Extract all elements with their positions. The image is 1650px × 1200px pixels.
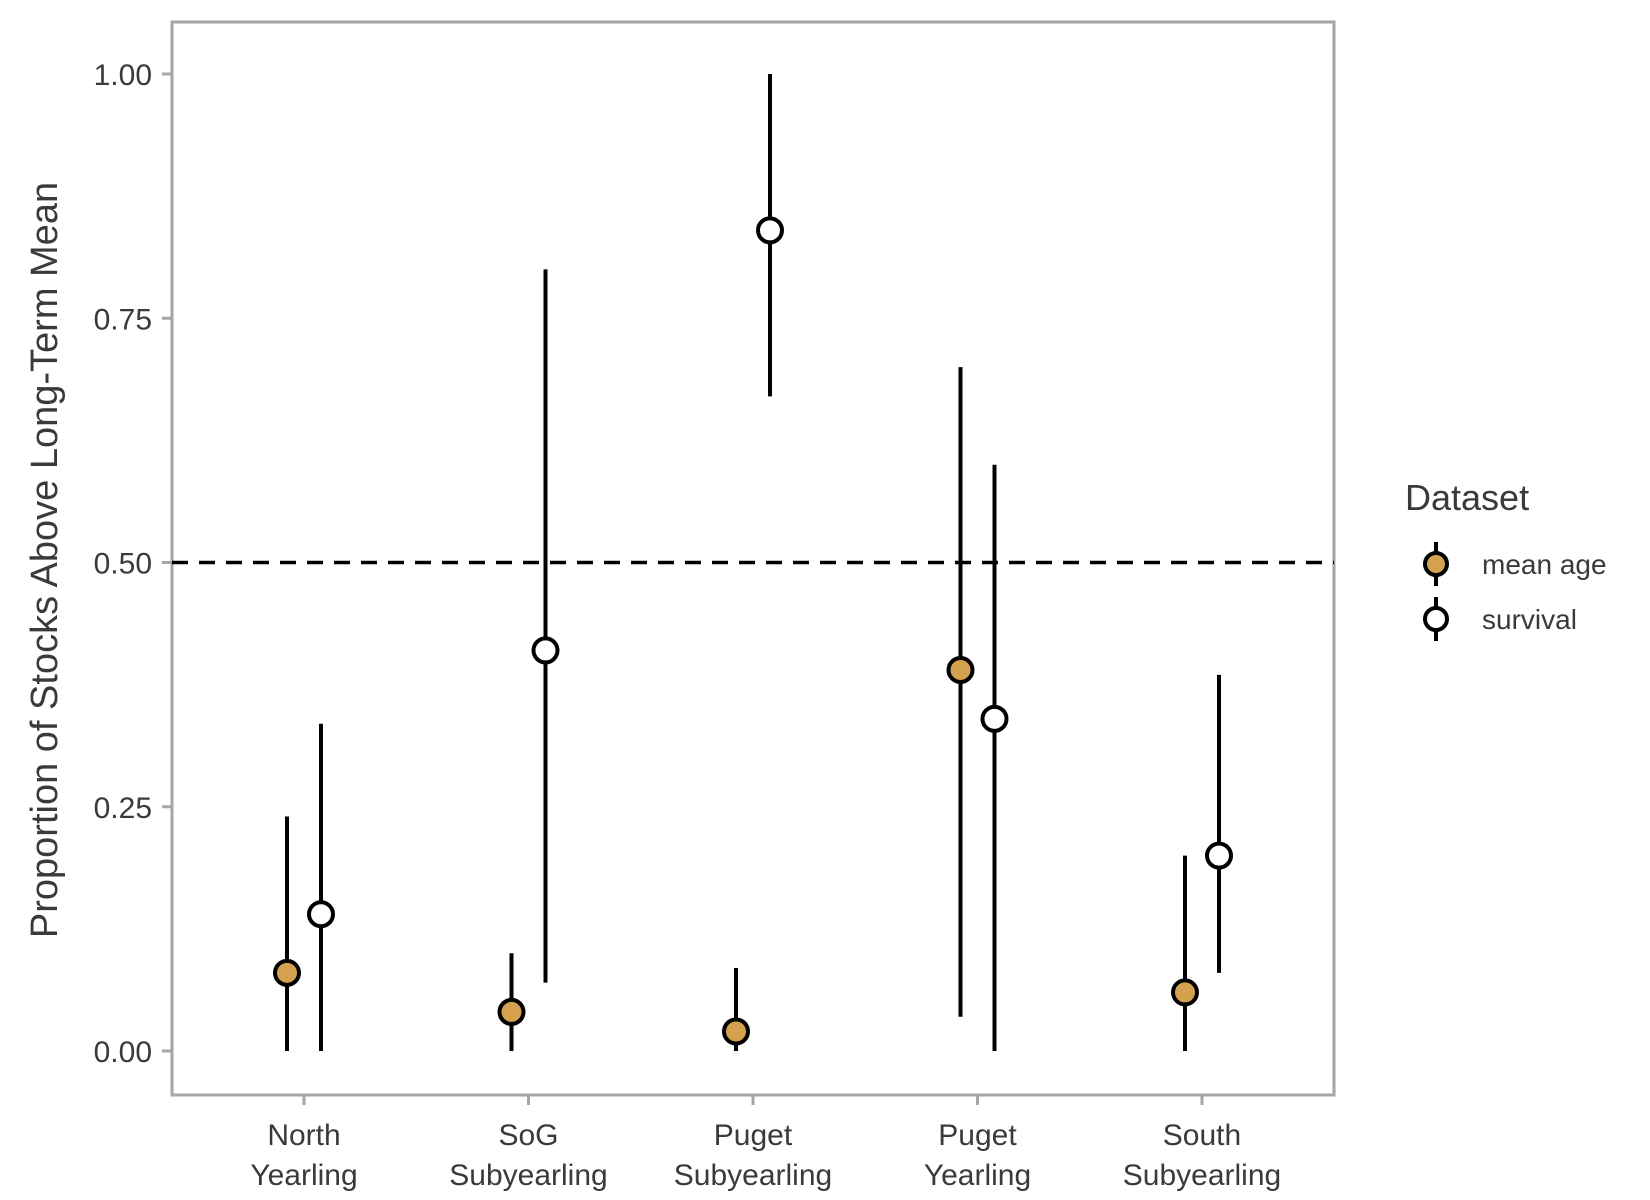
point-survival xyxy=(756,216,784,245)
x-tick-label: Subyearling xyxy=(449,1159,607,1192)
y-tick-label: 1.00 xyxy=(94,59,152,92)
y-tick-label: 0.00 xyxy=(94,1036,152,1069)
x-tick-label: Subyearling xyxy=(1123,1159,1281,1192)
legend-title: Dataset xyxy=(1405,477,1529,518)
legend: Dataset mean age survival xyxy=(1405,477,1607,641)
x-axis: North Yearling SoG Subyearling Puget Subyearl… xyxy=(250,1095,1281,1192)
point-survival xyxy=(307,900,335,929)
y-tick-label: 0.25 xyxy=(94,792,152,825)
data-marks xyxy=(273,74,1233,1051)
point-survival xyxy=(1205,841,1233,870)
point-mean-age xyxy=(1171,978,1199,1007)
legend-label-survival: survival xyxy=(1482,604,1577,635)
point-mean-age xyxy=(273,958,301,987)
point-survival xyxy=(531,636,560,665)
x-tick-label: South xyxy=(1163,1119,1241,1152)
x-tick-label: Subyearling xyxy=(674,1159,832,1192)
y-axis-title: Proportion of Stocks Above Long-Term Mea… xyxy=(24,182,66,938)
legend-key-survival xyxy=(1423,606,1449,632)
y-tick-label: 0.75 xyxy=(94,303,152,336)
x-tick-label: SoG xyxy=(498,1119,558,1152)
x-tick-label: Yearling xyxy=(924,1159,1031,1192)
point-mean-age xyxy=(497,997,526,1026)
point-mean-age xyxy=(722,1017,750,1046)
y-tick-label: 0.50 xyxy=(94,548,152,581)
legend-label-mean-age: mean age xyxy=(1482,549,1607,580)
y-axis: 0.00 0.25 0.50 0.75 1.00 xyxy=(94,59,172,1069)
x-tick-label: North xyxy=(267,1119,340,1152)
point-survival xyxy=(980,704,1009,733)
x-tick-label: Puget xyxy=(938,1119,1017,1152)
panel-border xyxy=(170,20,1336,1097)
x-tick-label: Puget xyxy=(714,1119,793,1152)
x-tick-label: Yearling xyxy=(250,1159,357,1192)
point-mean-age xyxy=(946,655,975,684)
legend-key-mean-age xyxy=(1423,551,1449,577)
